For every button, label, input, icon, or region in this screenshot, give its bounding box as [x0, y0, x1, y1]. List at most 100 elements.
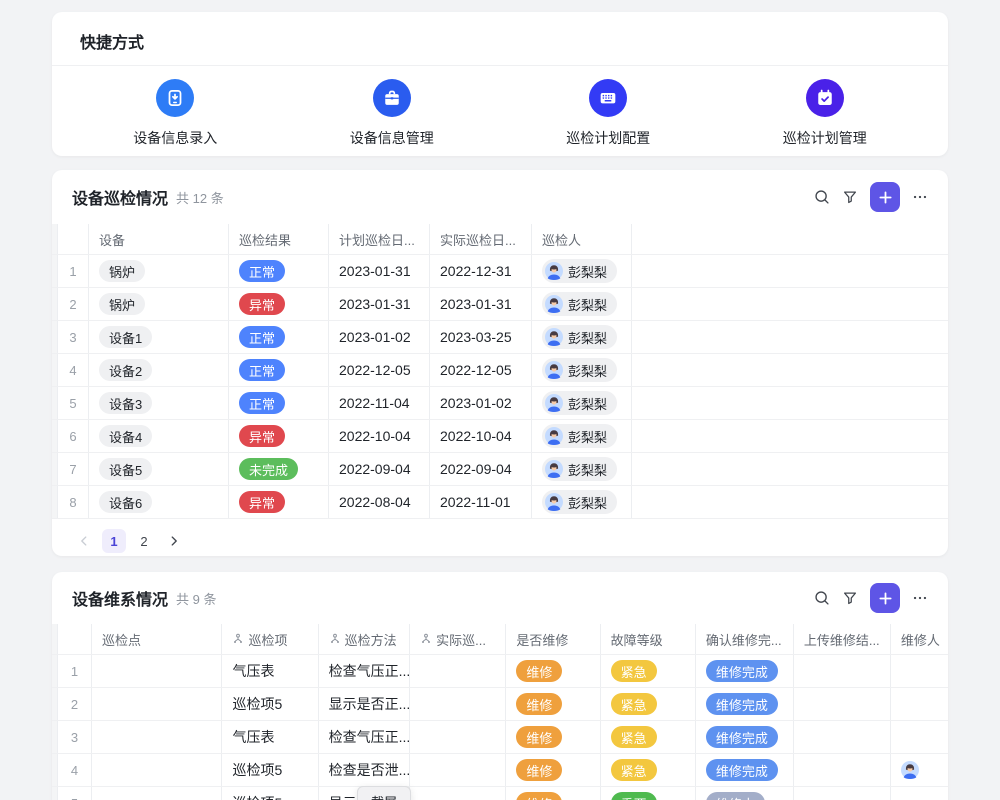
- fault-level-cell[interactable]: 紧急: [601, 655, 696, 687]
- table-row[interactable]: 4 巡检项5 检查是否泄... 维修 紧急 维修完成: [52, 754, 948, 787]
- more-button[interactable]: [906, 584, 934, 612]
- add-record-button[interactable]: [870, 182, 900, 212]
- search-button[interactable]: [808, 584, 836, 612]
- point-cell[interactable]: [92, 655, 223, 687]
- fault-level-cell[interactable]: 重要: [601, 787, 696, 800]
- device-cell[interactable]: 设备1: [89, 321, 229, 353]
- repairer-cell[interactable]: [891, 655, 948, 687]
- result-cell[interactable]: 正常: [229, 255, 329, 287]
- plan-date-cell[interactable]: 2022-08-04: [329, 486, 430, 518]
- method-cell[interactable]: 检查是否泄...: [319, 754, 411, 786]
- header-plan-date[interactable]: 计划巡检日...: [329, 224, 430, 254]
- repairer-cell[interactable]: [891, 754, 948, 786]
- filler-cell[interactable]: [632, 255, 948, 287]
- filler-cell[interactable]: [632, 486, 948, 518]
- plan-date-cell[interactable]: 2023-01-31: [329, 255, 430, 287]
- actual-date-cell[interactable]: 2022-09-04: [430, 453, 532, 485]
- inspector-cell[interactable]: 彭梨梨: [532, 321, 632, 353]
- repairer-cell[interactable]: [891, 721, 948, 753]
- confirm-cell[interactable]: 维修中: [696, 787, 794, 800]
- item-cell[interactable]: 巡检项5: [222, 787, 319, 800]
- header-fault-level[interactable]: 故障等级: [601, 624, 696, 654]
- inspector-cell[interactable]: 彭梨梨: [532, 288, 632, 320]
- table-row[interactable]: 3 设备1 正常 2023-01-02 2023-03-25 彭梨梨: [52, 321, 948, 354]
- filter-button[interactable]: [836, 584, 864, 612]
- page-button-1[interactable]: 1: [102, 529, 126, 553]
- confirm-cell[interactable]: 维修完成: [696, 688, 794, 720]
- filler-cell[interactable]: [632, 387, 948, 419]
- header-repairer[interactable]: 维修人: [900, 632, 940, 648]
- shortcut-plan-config[interactable]: 巡检计划配置: [566, 79, 650, 148]
- plan-date-cell[interactable]: 2022-10-04: [329, 420, 430, 452]
- need-repair-cell[interactable]: 维修: [506, 721, 601, 753]
- device-cell[interactable]: 设备4: [89, 420, 229, 452]
- page-button-2[interactable]: 2: [140, 533, 148, 549]
- inspector-cell[interactable]: 彭梨梨: [532, 354, 632, 386]
- prev-page-button[interactable]: [72, 529, 96, 553]
- actual-date-cell[interactable]: 2023-03-25: [430, 321, 532, 353]
- actual-cell[interactable]: [410, 688, 507, 720]
- table-row[interactable]: 1 气压表 检查气压正... 维修 紧急 维修完成: [52, 655, 948, 688]
- plan-date-cell[interactable]: 2023-01-02: [329, 321, 430, 353]
- header-item[interactable]: 巡检项: [222, 624, 319, 654]
- actual-date-cell[interactable]: 2022-12-05: [430, 354, 532, 386]
- point-cell[interactable]: [92, 721, 223, 753]
- table-row[interactable]: 4 设备2 正常 2022-12-05 2022-12-05 彭梨梨: [52, 354, 948, 387]
- table-row[interactable]: 5 巡检项5 显示是否正... 维修 重要 维修中: [52, 787, 948, 800]
- header-actual[interactable]: 实际巡...: [410, 624, 507, 654]
- fault-level-cell[interactable]: 紧急: [601, 688, 696, 720]
- filter-button[interactable]: [836, 183, 864, 211]
- filler-cell[interactable]: [632, 321, 948, 353]
- more-button[interactable]: [906, 183, 934, 211]
- item-cell[interactable]: 气压表: [222, 655, 319, 687]
- result-cell[interactable]: 正常: [229, 354, 329, 386]
- need-repair-cell[interactable]: 维修: [506, 655, 601, 687]
- filler-cell[interactable]: [632, 453, 948, 485]
- device-cell[interactable]: 设备5: [89, 453, 229, 485]
- inspector-cell[interactable]: 彭梨梨: [532, 420, 632, 452]
- search-button[interactable]: [808, 183, 836, 211]
- plan-date-cell[interactable]: 2023-01-31: [329, 288, 430, 320]
- item-cell[interactable]: 巡检项5: [222, 754, 319, 786]
- method-cell[interactable]: 检查气压正...: [319, 721, 411, 753]
- filler-cell[interactable]: [632, 288, 948, 320]
- header-need-repair[interactable]: 是否维修: [506, 624, 601, 654]
- device-cell[interactable]: 设备3: [89, 387, 229, 419]
- filler-cell[interactable]: [632, 420, 948, 452]
- header-point[interactable]: 巡检点: [92, 624, 223, 654]
- result-cell[interactable]: 未完成: [229, 453, 329, 485]
- actual-date-cell[interactable]: 2022-11-01: [430, 486, 532, 518]
- point-cell[interactable]: [92, 754, 223, 786]
- confirm-cell[interactable]: 维修完成: [696, 655, 794, 687]
- plan-date-cell[interactable]: 2022-11-04: [329, 387, 430, 419]
- table-row[interactable]: 7 设备5 未完成 2022-09-04 2022-09-04 彭梨梨: [52, 453, 948, 486]
- table-row[interactable]: 2 锅炉 异常 2023-01-31 2023-01-31 彭梨梨: [52, 288, 948, 321]
- table-row[interactable]: 8 设备6 异常 2022-08-04 2022-11-01 彭梨梨: [52, 486, 948, 519]
- inspector-cell[interactable]: 彭梨梨: [532, 486, 632, 518]
- header-result[interactable]: 巡检结果: [229, 224, 329, 254]
- header-confirm[interactable]: 确认维修完...: [696, 624, 794, 654]
- table-row[interactable]: 3 气压表 检查气压正... 维修 紧急 维修完成: [52, 721, 948, 754]
- point-cell[interactable]: [92, 688, 223, 720]
- result-cell[interactable]: 正常: [229, 321, 329, 353]
- upload-cell[interactable]: [794, 754, 891, 786]
- result-cell[interactable]: 异常: [229, 486, 329, 518]
- actual-date-cell[interactable]: 2022-12-31: [430, 255, 532, 287]
- point-cell[interactable]: [92, 787, 223, 800]
- fault-level-cell[interactable]: 紧急: [601, 721, 696, 753]
- shortcut-plan-manage[interactable]: 巡检计划管理: [783, 79, 867, 148]
- inspector-cell[interactable]: 彭梨梨: [532, 387, 632, 419]
- device-cell[interactable]: 设备2: [89, 354, 229, 386]
- filler-cell[interactable]: [632, 354, 948, 386]
- method-cell[interactable]: 检查气压正...: [319, 655, 411, 687]
- next-page-button[interactable]: [162, 529, 186, 553]
- fault-level-cell[interactable]: 紧急: [601, 754, 696, 786]
- add-record-button[interactable]: [870, 583, 900, 613]
- actual-date-cell[interactable]: 2022-10-04: [430, 420, 532, 452]
- item-cell[interactable]: 巡检项5: [222, 688, 319, 720]
- device-cell[interactable]: 锅炉: [89, 288, 229, 320]
- item-cell[interactable]: 气压表: [222, 721, 319, 753]
- inspector-cell[interactable]: 彭梨梨: [532, 453, 632, 485]
- plan-date-cell[interactable]: 2022-12-05: [329, 354, 430, 386]
- actual-cell[interactable]: [410, 787, 507, 800]
